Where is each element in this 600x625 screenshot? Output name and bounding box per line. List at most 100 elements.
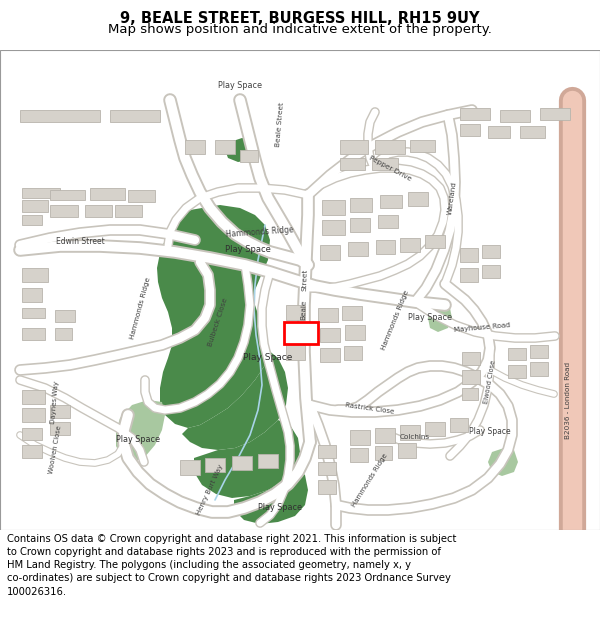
Polygon shape [318, 445, 336, 458]
Polygon shape [460, 248, 478, 262]
Text: Beale Street: Beale Street [275, 101, 285, 147]
Polygon shape [408, 192, 428, 206]
Polygon shape [185, 140, 205, 154]
Polygon shape [508, 348, 526, 360]
Polygon shape [22, 288, 42, 302]
Text: Woolven Close: Woolven Close [48, 426, 62, 474]
Polygon shape [348, 242, 368, 256]
Polygon shape [428, 305, 452, 332]
Polygon shape [22, 445, 42, 458]
Polygon shape [425, 422, 445, 436]
Polygon shape [22, 268, 48, 282]
Text: Hammonds Ridge: Hammonds Ridge [380, 289, 410, 351]
Polygon shape [232, 456, 252, 470]
Text: Colchins: Colchins [400, 434, 430, 440]
Polygon shape [22, 215, 42, 225]
Text: Henry Burt Way: Henry Burt Way [196, 464, 224, 516]
Text: Map shows position and indicative extent of the property.: Map shows position and indicative extent… [108, 23, 492, 36]
Text: Bulbeck Close: Bulbeck Close [207, 297, 229, 347]
Polygon shape [157, 205, 270, 428]
Text: Play Space: Play Space [408, 314, 452, 322]
Text: Contains OS data © Crown copyright and database right 2021. This information is : Contains OS data © Crown copyright and d… [7, 534, 457, 597]
Polygon shape [375, 428, 395, 443]
Polygon shape [342, 306, 362, 320]
Polygon shape [350, 448, 368, 462]
Polygon shape [400, 238, 420, 252]
Polygon shape [508, 365, 526, 378]
Polygon shape [286, 345, 305, 360]
Text: Play Space: Play Space [469, 428, 511, 436]
Polygon shape [22, 428, 42, 440]
Text: Play Space: Play Space [116, 436, 160, 444]
Text: Elwood Close: Elwood Close [483, 360, 497, 404]
Polygon shape [22, 200, 48, 212]
Text: Hammonds Ridge: Hammonds Ridge [351, 452, 389, 508]
Polygon shape [55, 310, 75, 322]
Text: Street: Street [302, 269, 308, 291]
Polygon shape [344, 346, 362, 360]
Polygon shape [20, 110, 100, 122]
Polygon shape [410, 140, 435, 152]
Text: Play Space: Play Space [225, 246, 271, 254]
Polygon shape [318, 480, 336, 494]
Polygon shape [90, 188, 125, 200]
Polygon shape [460, 108, 490, 120]
Bar [284, 322, 318, 344]
Polygon shape [55, 328, 72, 340]
Polygon shape [488, 448, 518, 476]
Text: Play Space: Play Space [218, 81, 262, 91]
Polygon shape [180, 460, 200, 475]
Polygon shape [320, 328, 340, 342]
Polygon shape [286, 325, 305, 340]
Polygon shape [258, 454, 278, 468]
Text: Edwin Street: Edwin Street [56, 238, 104, 246]
Text: Wareland: Wareland [446, 181, 457, 215]
Text: Beale: Beale [301, 300, 307, 320]
Text: 9, BEALE STREET, BURGESS HILL, RH15 9UY: 9, BEALE STREET, BURGESS HILL, RH15 9UY [120, 11, 480, 26]
Polygon shape [375, 446, 392, 460]
Polygon shape [425, 235, 445, 248]
Polygon shape [340, 140, 368, 154]
Polygon shape [22, 408, 45, 422]
Polygon shape [462, 352, 480, 365]
Polygon shape [380, 195, 402, 208]
Text: Hammonds Ridge: Hammonds Ridge [129, 276, 151, 340]
Polygon shape [375, 140, 405, 154]
Polygon shape [128, 190, 155, 202]
Polygon shape [462, 388, 478, 400]
Polygon shape [182, 350, 288, 450]
Polygon shape [225, 138, 255, 162]
Polygon shape [530, 345, 548, 358]
Polygon shape [462, 370, 480, 384]
Polygon shape [322, 200, 345, 215]
Polygon shape [50, 405, 70, 418]
Polygon shape [482, 245, 500, 258]
Polygon shape [116, 400, 165, 462]
Polygon shape [318, 462, 336, 475]
Polygon shape [22, 390, 45, 404]
Polygon shape [320, 245, 340, 260]
Polygon shape [400, 425, 420, 440]
Text: Pepper Drive: Pepper Drive [368, 154, 412, 182]
Polygon shape [215, 140, 235, 154]
Polygon shape [85, 205, 112, 217]
Polygon shape [320, 348, 340, 362]
Polygon shape [50, 422, 70, 435]
Polygon shape [50, 190, 85, 200]
Polygon shape [376, 240, 395, 254]
Text: Play Space: Play Space [244, 354, 293, 362]
Text: Rastrick Close: Rastrick Close [345, 402, 395, 414]
Text: Hammonds Ridge: Hammonds Ridge [226, 225, 294, 239]
Polygon shape [115, 205, 142, 217]
Polygon shape [22, 308, 45, 318]
Polygon shape [372, 158, 398, 170]
Polygon shape [398, 443, 416, 458]
Text: Daynes Way: Daynes Way [50, 381, 60, 424]
Polygon shape [488, 126, 510, 138]
Polygon shape [234, 468, 308, 524]
Polygon shape [482, 265, 500, 278]
Polygon shape [240, 150, 258, 162]
Polygon shape [318, 308, 338, 322]
Polygon shape [350, 198, 372, 212]
Polygon shape [378, 215, 398, 228]
